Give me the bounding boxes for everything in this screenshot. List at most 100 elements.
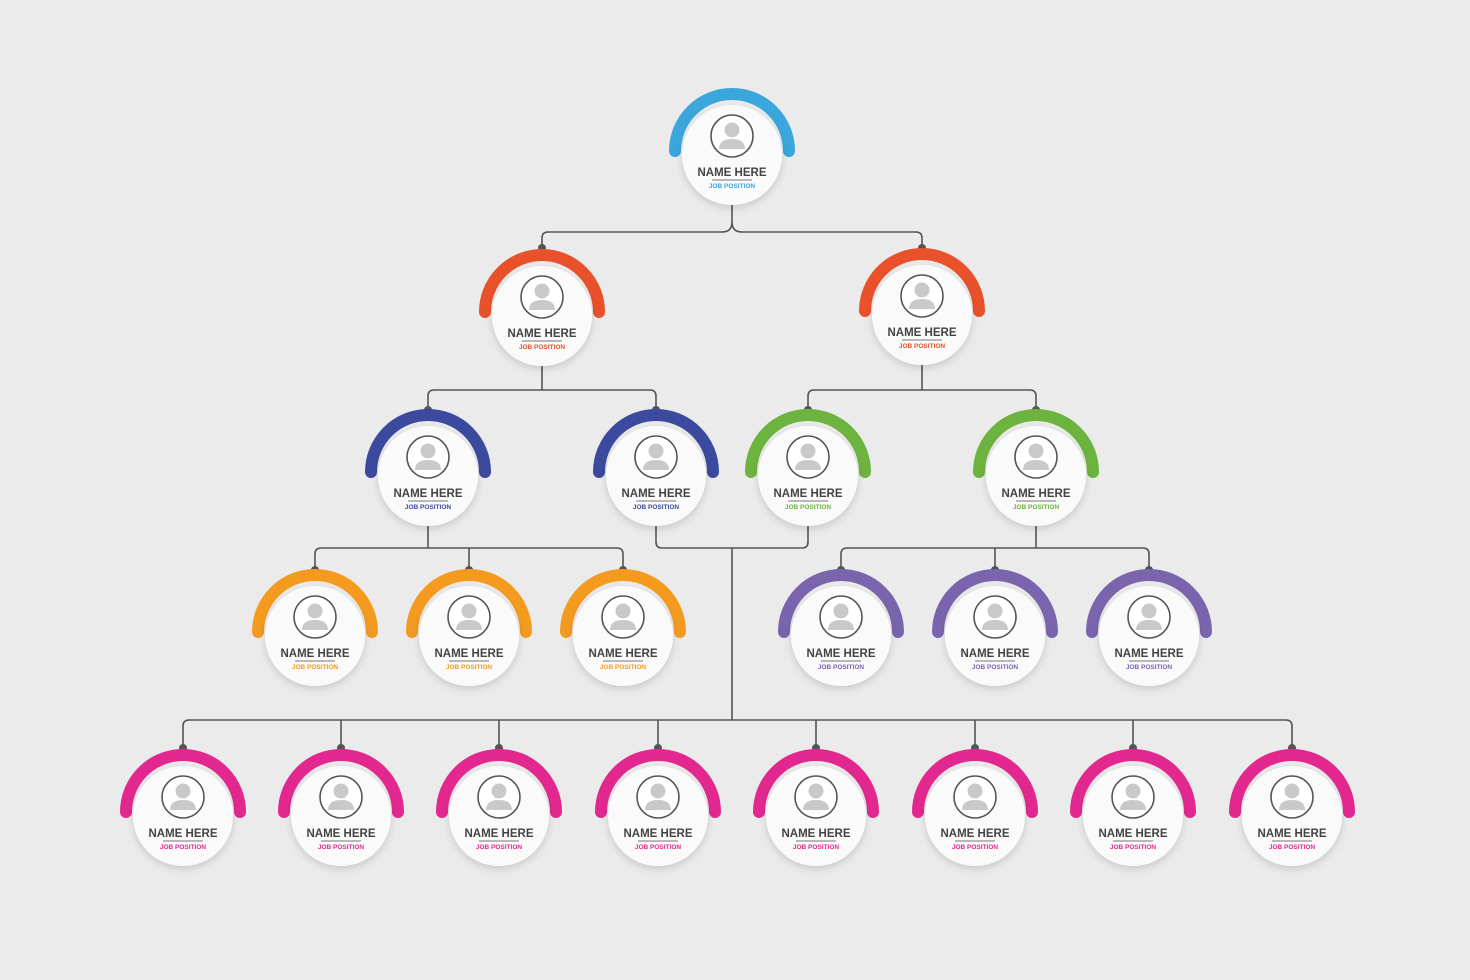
node-name: NAME HERE xyxy=(393,488,462,500)
avatar-head xyxy=(800,443,816,459)
node-arc xyxy=(436,749,562,818)
node: NAME HERE JOB POSITION xyxy=(365,409,491,526)
avatar-body xyxy=(415,460,441,470)
node-arc xyxy=(753,749,879,818)
node-arc xyxy=(745,409,871,478)
node-position: JOB POSITION xyxy=(160,844,207,851)
node-arc xyxy=(479,249,605,318)
connector xyxy=(427,366,657,410)
avatar-body xyxy=(909,299,935,309)
connector xyxy=(182,526,1293,748)
node: NAME HERE JOB POSITION xyxy=(406,569,532,686)
node-arc xyxy=(406,569,532,638)
avatar-head xyxy=(987,603,1003,619)
node-position: JOB POSITION xyxy=(600,664,647,671)
node-position: JOB POSITION xyxy=(405,504,452,511)
node-name: NAME HERE xyxy=(1001,488,1070,500)
node-position: JOB POSITION xyxy=(793,844,840,851)
node: NAME HERE JOB POSITION xyxy=(859,248,985,365)
node-arc xyxy=(1070,749,1196,818)
node-position: JOB POSITION xyxy=(818,664,865,671)
node-name: NAME HERE xyxy=(806,648,875,660)
avatar-body xyxy=(643,460,669,470)
avatar-body xyxy=(828,620,854,630)
node-arc xyxy=(1086,569,1212,638)
avatar-head xyxy=(724,122,740,138)
connector xyxy=(807,365,1037,410)
node-position: JOB POSITION xyxy=(1126,664,1173,671)
avatar-head xyxy=(648,443,664,459)
node-position: JOB POSITION xyxy=(785,504,832,511)
node-arc xyxy=(252,569,378,638)
avatar-body xyxy=(529,300,555,310)
node: NAME HERE JOB POSITION xyxy=(278,749,404,866)
node-position: JOB POSITION xyxy=(972,664,1019,671)
node-arc xyxy=(912,749,1038,818)
node: NAME HERE JOB POSITION xyxy=(252,569,378,686)
node: NAME HERE JOB POSITION xyxy=(932,569,1058,686)
node-position: JOB POSITION xyxy=(519,344,566,351)
node-name: NAME HERE xyxy=(623,828,692,840)
avatar-body xyxy=(170,800,196,810)
node-position: JOB POSITION xyxy=(899,343,946,350)
node-name: NAME HERE xyxy=(306,828,375,840)
avatar-body xyxy=(1279,800,1305,810)
avatar-head xyxy=(491,783,507,799)
node-name: NAME HERE xyxy=(1114,648,1183,660)
node-name: NAME HERE xyxy=(781,828,850,840)
node-arc xyxy=(932,569,1058,638)
node-arc xyxy=(1229,749,1355,818)
node-position: JOB POSITION xyxy=(318,844,365,851)
node-arc xyxy=(365,409,491,478)
node-position: JOB POSITION xyxy=(633,504,680,511)
avatar-body xyxy=(302,620,328,630)
avatar-head xyxy=(808,783,824,799)
node-position: JOB POSITION xyxy=(446,664,493,671)
avatar-head xyxy=(1125,783,1141,799)
node: NAME HERE JOB POSITION xyxy=(479,249,605,366)
avatar-body xyxy=(962,800,988,810)
avatar-head xyxy=(1028,443,1044,459)
node: NAME HERE JOB POSITION xyxy=(593,409,719,526)
node: NAME HERE JOB POSITION xyxy=(745,409,871,526)
avatar-body xyxy=(610,620,636,630)
connector xyxy=(541,205,923,248)
node-name: NAME HERE xyxy=(697,167,766,179)
node-position: JOB POSITION xyxy=(1013,504,1060,511)
node-arc xyxy=(120,749,246,818)
node: NAME HERE JOB POSITION xyxy=(560,569,686,686)
avatar-head xyxy=(1141,603,1157,619)
avatar-head xyxy=(534,283,550,299)
avatar-body xyxy=(486,800,512,810)
node: NAME HERE JOB POSITION xyxy=(1229,749,1355,866)
node-position: JOB POSITION xyxy=(1269,844,1316,851)
node: NAME HERE JOB POSITION xyxy=(912,749,1038,866)
node-arc xyxy=(278,749,404,818)
node-arc xyxy=(778,569,904,638)
avatar-body xyxy=(1120,800,1146,810)
node: NAME HERE JOB POSITION xyxy=(973,409,1099,526)
node-name: NAME HERE xyxy=(960,648,1029,660)
node-name: NAME HERE xyxy=(1257,828,1326,840)
node: NAME HERE JOB POSITION xyxy=(753,749,879,866)
avatar-body xyxy=(328,800,354,810)
node-position: JOB POSITION xyxy=(709,183,756,190)
node-name: NAME HERE xyxy=(1098,828,1167,840)
avatar-head xyxy=(967,783,983,799)
node-name: NAME HERE xyxy=(507,328,576,340)
node-name: NAME HERE xyxy=(464,828,533,840)
nodes: NAME HERE JOB POSITION NAME HERE JOB POSITI… xyxy=(120,88,1355,866)
node-position: JOB POSITION xyxy=(1110,844,1157,851)
avatar-body xyxy=(456,620,482,630)
node: NAME HERE JOB POSITION xyxy=(436,749,562,866)
avatar-head xyxy=(650,783,666,799)
avatar-body xyxy=(795,460,821,470)
node: NAME HERE JOB POSITION xyxy=(1086,569,1212,686)
node-name: NAME HERE xyxy=(434,648,503,660)
avatar-body xyxy=(982,620,1008,630)
node: NAME HERE JOB POSITION xyxy=(120,749,246,866)
avatar-body xyxy=(1136,620,1162,630)
node-name: NAME HERE xyxy=(280,648,349,660)
node: NAME HERE JOB POSITION xyxy=(778,569,904,686)
node-name: NAME HERE xyxy=(621,488,690,500)
